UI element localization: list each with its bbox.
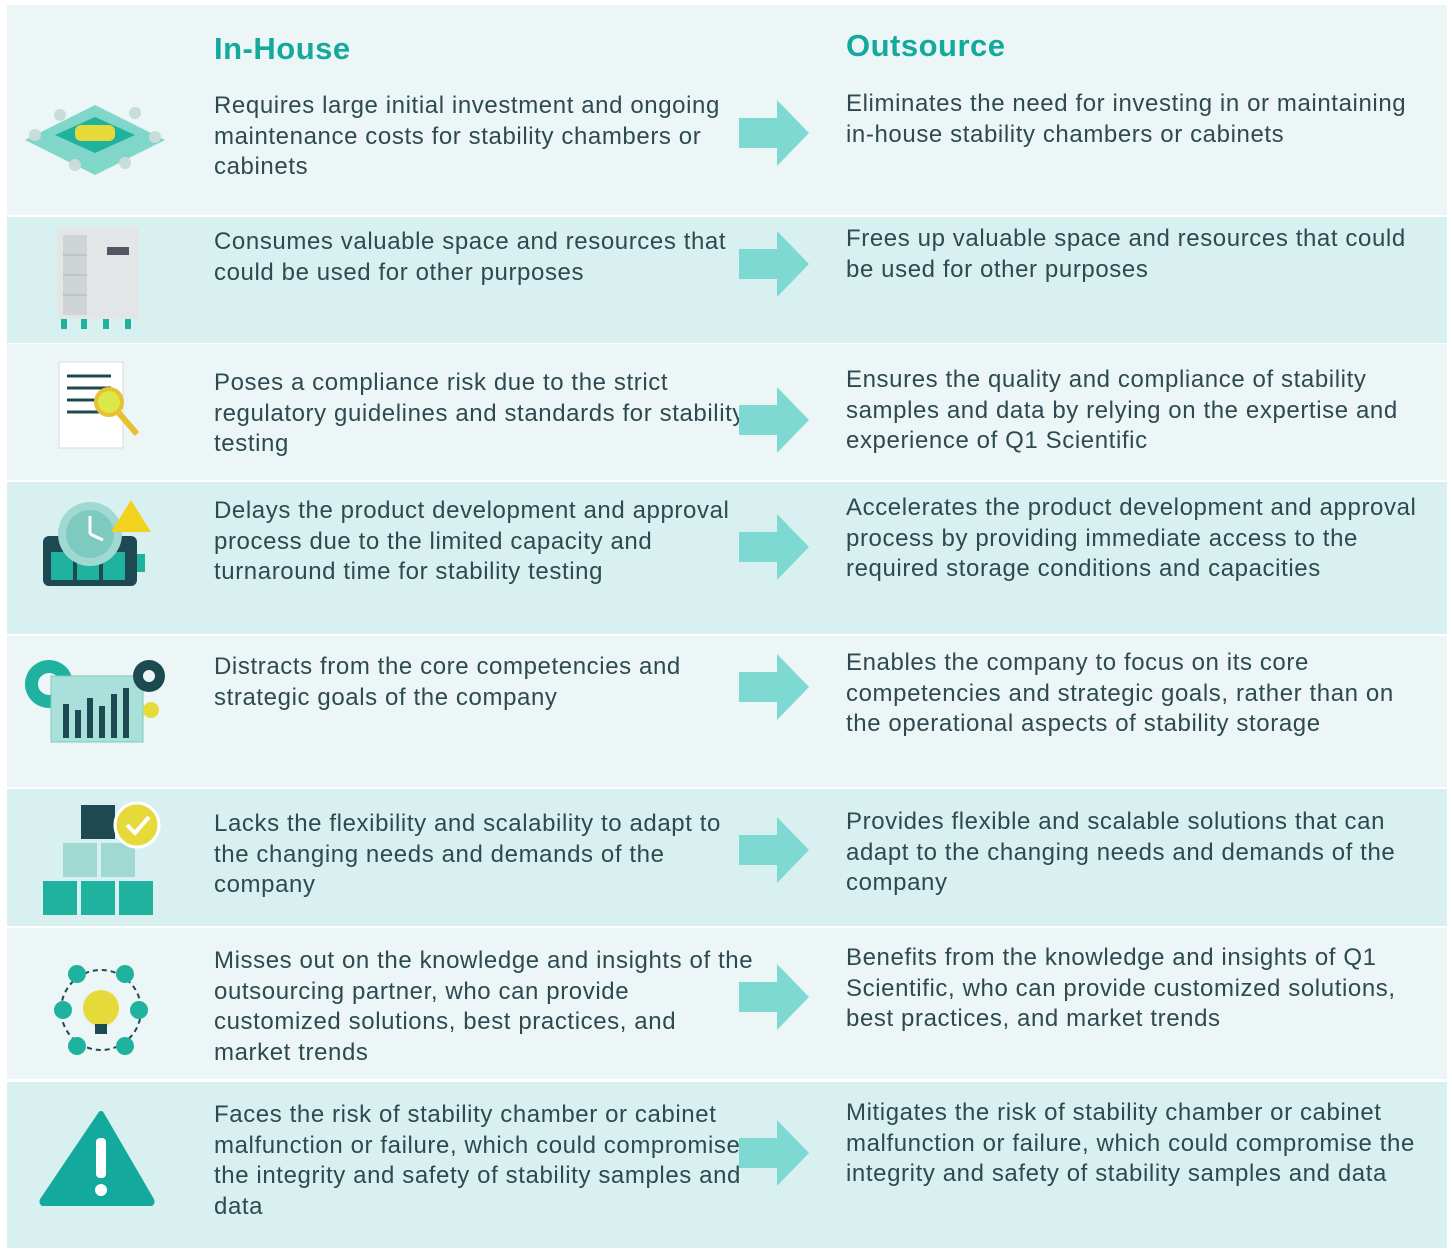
arrow <box>739 514 809 580</box>
outsource-text: Ensures the quality and compliance of st… <box>846 366 1398 454</box>
row: Faces the risk of stability chamber or c… <box>7 1082 1447 1248</box>
in-house-text: Faces the risk of stability chamber or c… <box>214 1101 742 1220</box>
row: Poses a compliance risk due to the stric… <box>7 344 1447 480</box>
icon <box>25 105 165 175</box>
icon <box>43 801 161 915</box>
outsource-text: Provides flexible and scalable solutions… <box>846 808 1396 896</box>
outsource-text: Eliminates the need for investing in or … <box>846 90 1407 148</box>
icon <box>43 500 151 586</box>
arrow <box>739 964 809 1030</box>
icon <box>54 965 148 1055</box>
in-house-text: Poses a compliance risk due to the stric… <box>214 369 746 457</box>
in-house-text: Requires large initial investment and on… <box>214 92 720 180</box>
arrow <box>739 1120 809 1186</box>
row: Delays the product development and appro… <box>7 482 1447 634</box>
arrow <box>739 387 809 453</box>
row: Consumes valuable space and resources th… <box>7 217 1447 343</box>
row: Misses out on the knowledge and insights… <box>7 928 1447 1079</box>
column-header: In-House <box>214 31 351 66</box>
in-house-text: Misses out on the knowledge and insights… <box>214 947 754 1066</box>
outsource-text: Frees up valuable space and resources th… <box>846 225 1406 283</box>
row: In-House Outsource Requires large initia… <box>7 5 1447 215</box>
outsource-text: Accelerates the product development and … <box>846 494 1417 582</box>
icon <box>25 660 165 743</box>
arrow <box>739 231 809 297</box>
icon <box>39 1111 155 1206</box>
icon <box>57 227 139 329</box>
column-header: Outsource <box>846 28 1006 63</box>
arrow <box>739 654 809 720</box>
arrow <box>739 100 809 166</box>
in-house-text: Consumes valuable space and resources th… <box>214 228 727 286</box>
in-house-text: Delays the product development and appro… <box>214 497 730 585</box>
outsource-text: Enables the company to focus on its core… <box>846 649 1394 737</box>
in-house-text: Distracts from the core competencies and… <box>214 653 681 711</box>
arrow <box>739 817 809 883</box>
icon <box>58 361 140 449</box>
outsource-text: Mitigates the risk of stability chamber … <box>846 1099 1415 1187</box>
row: Lacks the flexibility and scalability to… <box>7 789 1447 926</box>
outsource-text: Benefits from the knowledge and insights… <box>846 944 1396 1032</box>
row: Distracts from the core competencies and… <box>7 636 1447 787</box>
in-house-text: Lacks the flexibility and scalability to… <box>214 810 721 898</box>
